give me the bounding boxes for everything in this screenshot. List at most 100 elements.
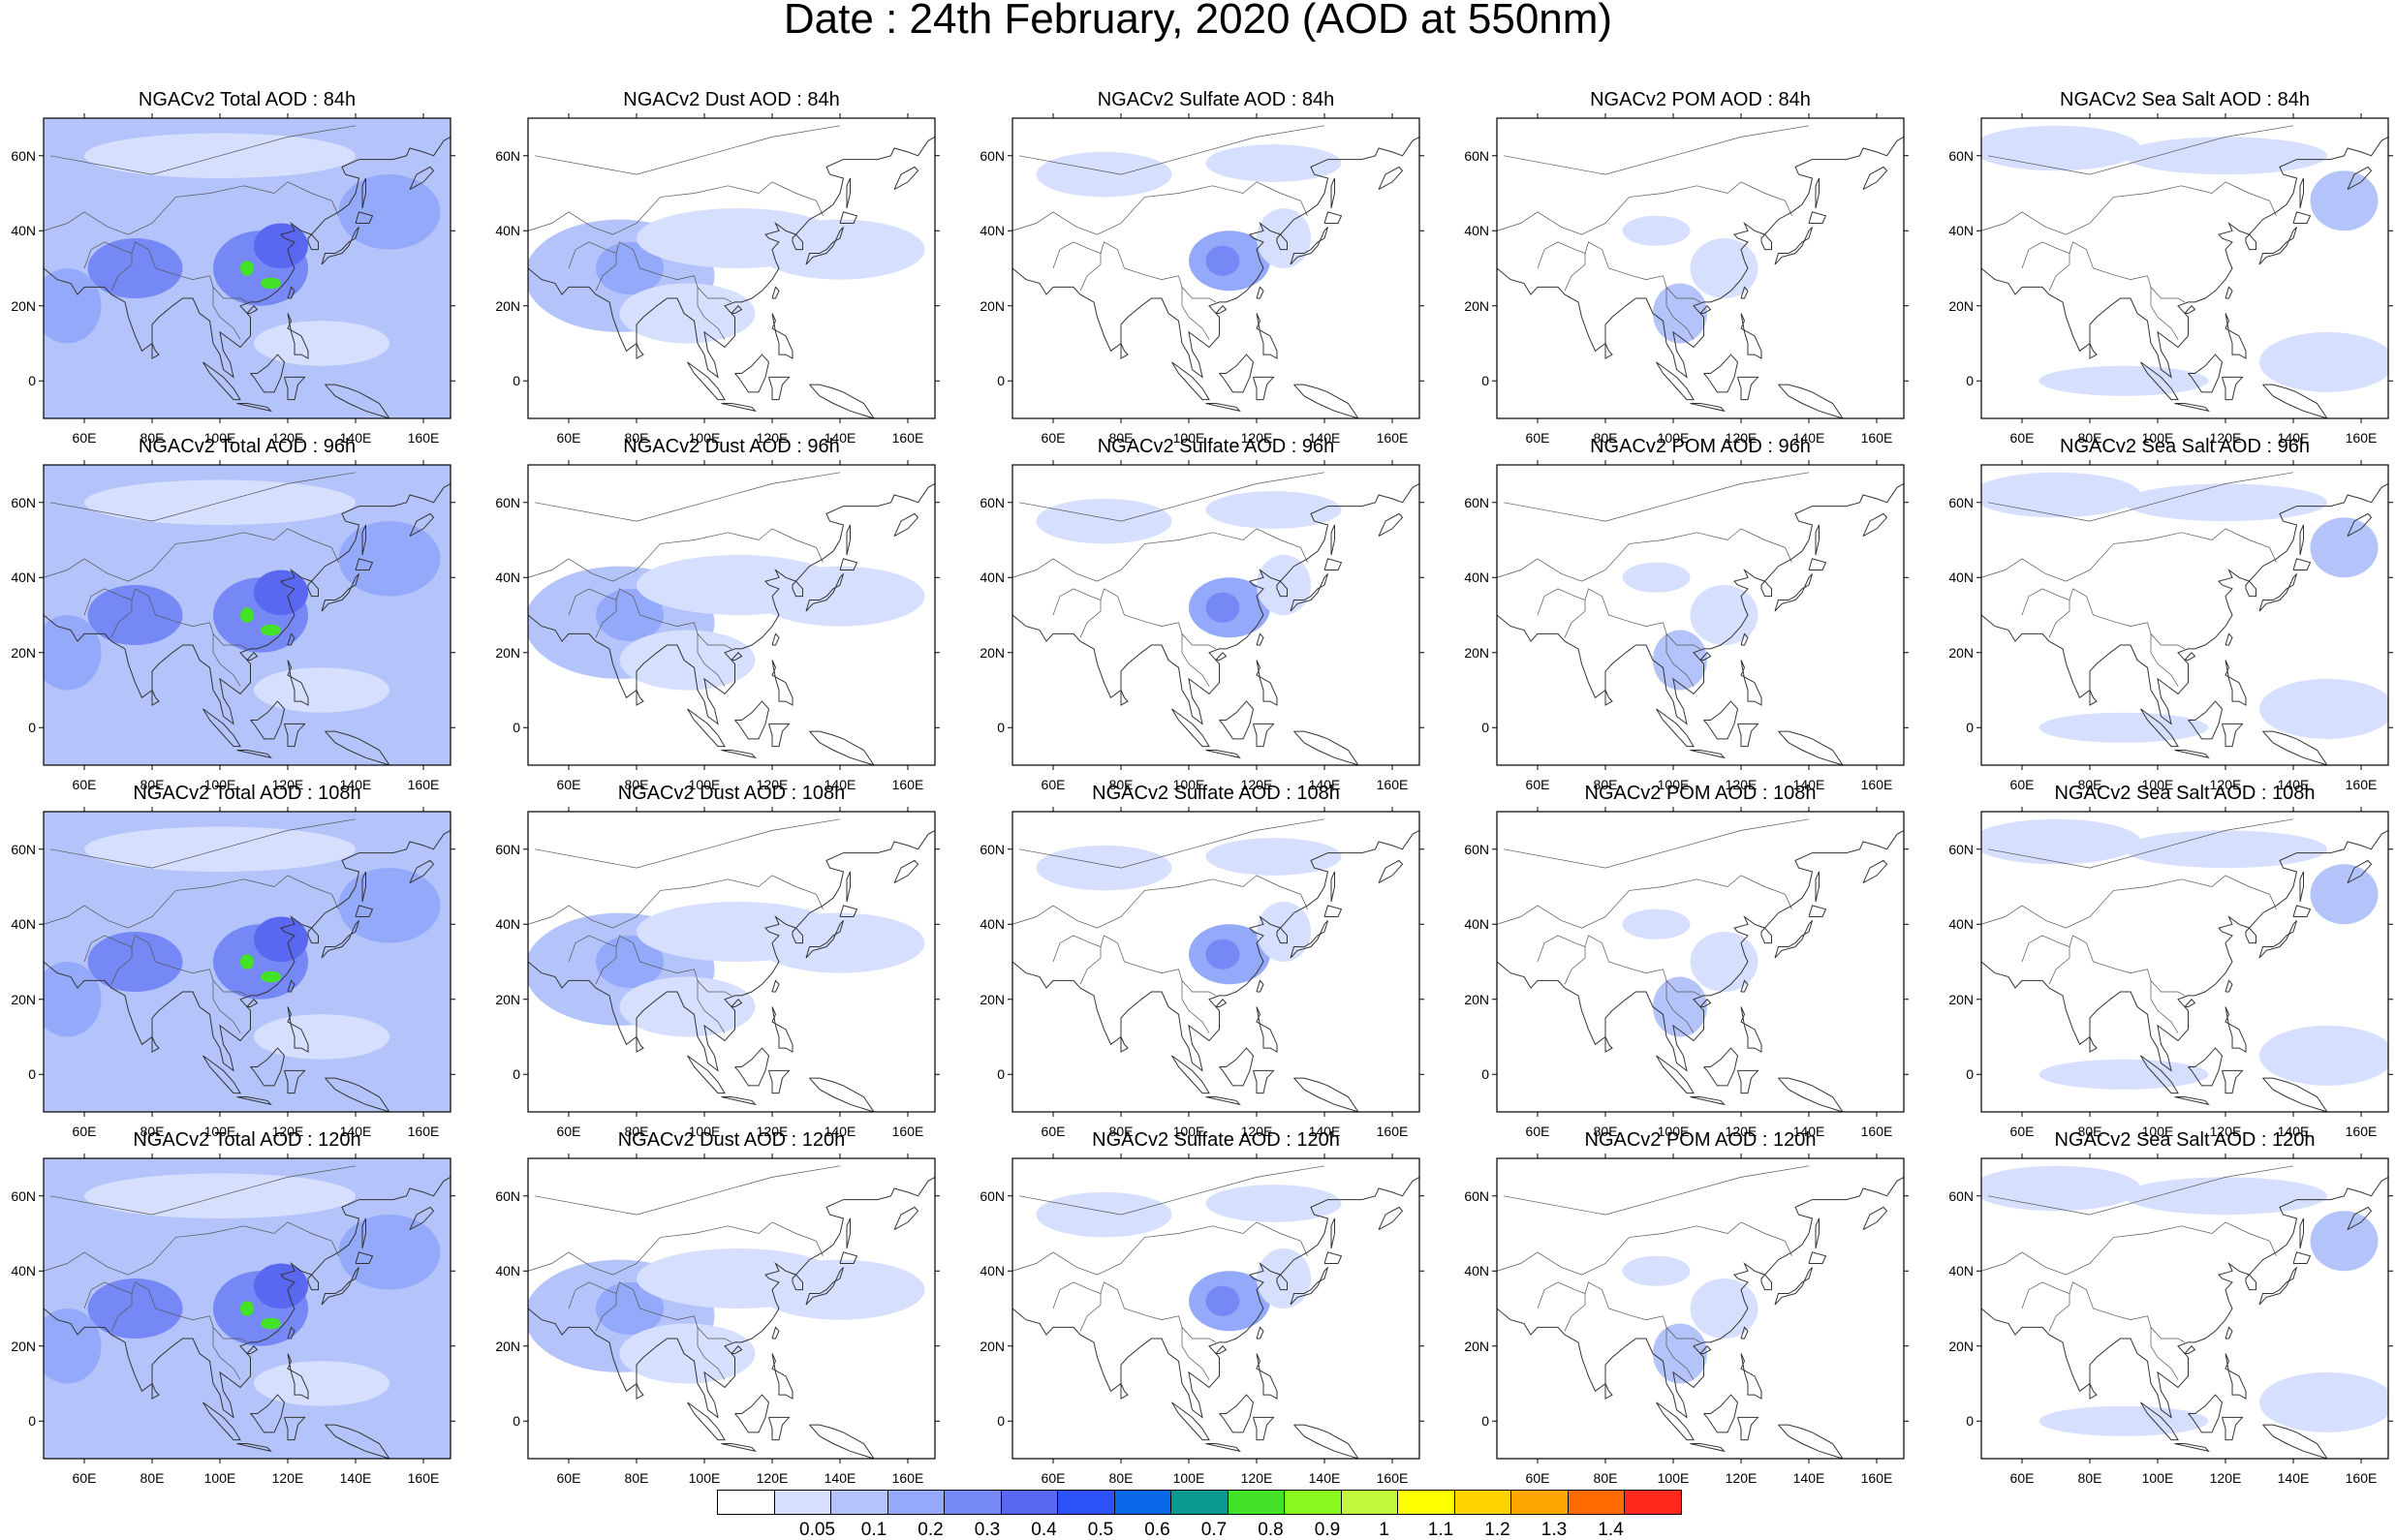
lat-tick-label: 0 bbox=[1481, 1066, 1489, 1083]
coastline bbox=[2299, 1217, 2304, 1249]
lat-tick-label: 60N bbox=[11, 841, 36, 857]
coastline bbox=[1253, 723, 1275, 748]
aod-contour bbox=[1653, 283, 1707, 344]
map-panel-total-96h: NGACv2 Total AOD : 96h 60N 40N 20N 0 60E 80E 10… bbox=[11, 436, 455, 794]
coastline bbox=[236, 750, 272, 759]
coastline bbox=[321, 573, 359, 612]
coastline bbox=[2184, 305, 2196, 314]
country-border bbox=[2048, 1293, 2070, 1332]
panel-title: NGACv2 Dust AOD : 120h bbox=[617, 1129, 846, 1151]
lon-tick-label: 140E bbox=[2277, 430, 2310, 446]
lat-tick-label: 40N bbox=[495, 916, 520, 933]
coastline bbox=[1171, 708, 1210, 748]
panel-title: NGACv2 POM AOD : 120h bbox=[1584, 1129, 1817, 1151]
country-border bbox=[2048, 946, 2070, 985]
lat-tick-label: 40N bbox=[1948, 916, 1974, 933]
lon-tick-label: 80E bbox=[1593, 777, 1618, 792]
coastline bbox=[1219, 1047, 1255, 1087]
coastline bbox=[721, 1096, 757, 1106]
lat-tick-label: 60N bbox=[1464, 494, 1489, 510]
coastline bbox=[2347, 1206, 2373, 1231]
coastline bbox=[1205, 750, 1241, 759]
colorbar-label: 0.9 bbox=[1314, 1520, 1341, 1540]
coastline bbox=[2188, 700, 2224, 740]
aod-contour bbox=[2259, 678, 2388, 739]
lon-tick-label: 100E bbox=[203, 1124, 236, 1139]
aod-contour bbox=[1690, 1278, 1758, 1339]
country-border bbox=[2150, 633, 2179, 687]
lon-tick-label: 120E bbox=[271, 1470, 304, 1486]
country-border bbox=[595, 600, 617, 638]
map-frame bbox=[1011, 811, 1420, 1113]
colorbar-label: 0.4 bbox=[1031, 1520, 1057, 1540]
coastline bbox=[287, 660, 309, 706]
map-plot bbox=[39, 1154, 455, 1463]
country-border bbox=[44, 181, 339, 235]
coastline bbox=[325, 1077, 390, 1112]
map-frame bbox=[1011, 464, 1420, 766]
country-border bbox=[83, 1281, 248, 1343]
coastline bbox=[287, 1353, 309, 1400]
country-border bbox=[2150, 287, 2179, 340]
coastline bbox=[236, 1443, 272, 1453]
coastline bbox=[355, 211, 374, 224]
aod-contour bbox=[2124, 137, 2327, 175]
colorbar-swatch bbox=[1113, 1490, 1171, 1515]
country-border bbox=[212, 980, 241, 1033]
coastline bbox=[528, 829, 935, 1072]
lat-tick-label: 40N bbox=[1948, 1263, 1974, 1279]
coastline bbox=[636, 1036, 644, 1053]
coastline bbox=[1378, 859, 1404, 884]
coastline bbox=[1740, 1326, 1749, 1340]
coastline bbox=[1862, 859, 1888, 884]
coastline bbox=[1256, 313, 1278, 359]
panel-title: NGACv2 Total AOD : 120h bbox=[133, 1129, 361, 1151]
lon-tick-label: 120E bbox=[2209, 430, 2242, 446]
aod-contour bbox=[87, 1278, 183, 1339]
lon-tick-label: 140E bbox=[339, 777, 372, 792]
coastline bbox=[1120, 1036, 1129, 1053]
country-border bbox=[83, 241, 248, 303]
map-panel-sulfate-120h: NGACv2 Sulfate AOD : 120h 60N 40N 20N 0 60E 80… bbox=[980, 1129, 1424, 1488]
coastline bbox=[2225, 1326, 2233, 1340]
lat-tick-label: 60N bbox=[1948, 1187, 1974, 1204]
lon-tick-label: 80E bbox=[1593, 430, 1618, 446]
coastline bbox=[893, 859, 919, 884]
lat-tick-label: 60N bbox=[11, 494, 36, 510]
coastline bbox=[2258, 573, 2297, 612]
coastline bbox=[893, 512, 919, 538]
coastline bbox=[1737, 376, 1759, 401]
coastline bbox=[409, 859, 435, 884]
lat-tick-label: 60N bbox=[980, 841, 1005, 857]
lat-tick-label: 20N bbox=[495, 991, 520, 1007]
coastline bbox=[325, 730, 390, 765]
lon-tick-label: 100E bbox=[2141, 1124, 2174, 1139]
country-border bbox=[568, 588, 732, 650]
map-panel-dust-108h: NGACv2 Dust AOD : 108h 60N 40N 20N 0 60E 80E 10… bbox=[495, 783, 940, 1141]
coastline bbox=[768, 376, 791, 401]
coastline bbox=[2258, 227, 2297, 265]
lon-tick-label: 100E bbox=[1657, 1124, 1690, 1139]
country-border bbox=[1018, 125, 1325, 175]
aod-contour bbox=[596, 1281, 664, 1336]
coastline bbox=[734, 700, 770, 740]
lon-tick-label: 160E bbox=[1376, 430, 1409, 446]
country-border bbox=[528, 181, 824, 235]
coastline bbox=[1690, 750, 1726, 759]
country-border bbox=[1503, 818, 1810, 869]
lat-tick-label: 0 bbox=[1966, 373, 1974, 389]
aod-contour bbox=[1981, 1165, 2141, 1212]
aod-contour bbox=[1205, 491, 1342, 529]
lat-tick-label: 40N bbox=[1948, 223, 1974, 239]
coastline bbox=[2225, 632, 2233, 646]
lon-tick-label: 60E bbox=[2009, 1470, 2035, 1486]
lon-tick-label: 60E bbox=[2009, 1124, 2035, 1139]
coastline bbox=[1215, 652, 1228, 661]
country-border bbox=[1987, 1165, 2294, 1216]
coastline bbox=[528, 482, 935, 725]
lat-tick-label: 0 bbox=[28, 1066, 36, 1083]
lon-tick-label: 160E bbox=[407, 1124, 440, 1139]
country-border bbox=[1052, 1281, 1217, 1343]
lon-tick-label: 80E bbox=[624, 1124, 649, 1139]
coastline bbox=[246, 999, 259, 1007]
